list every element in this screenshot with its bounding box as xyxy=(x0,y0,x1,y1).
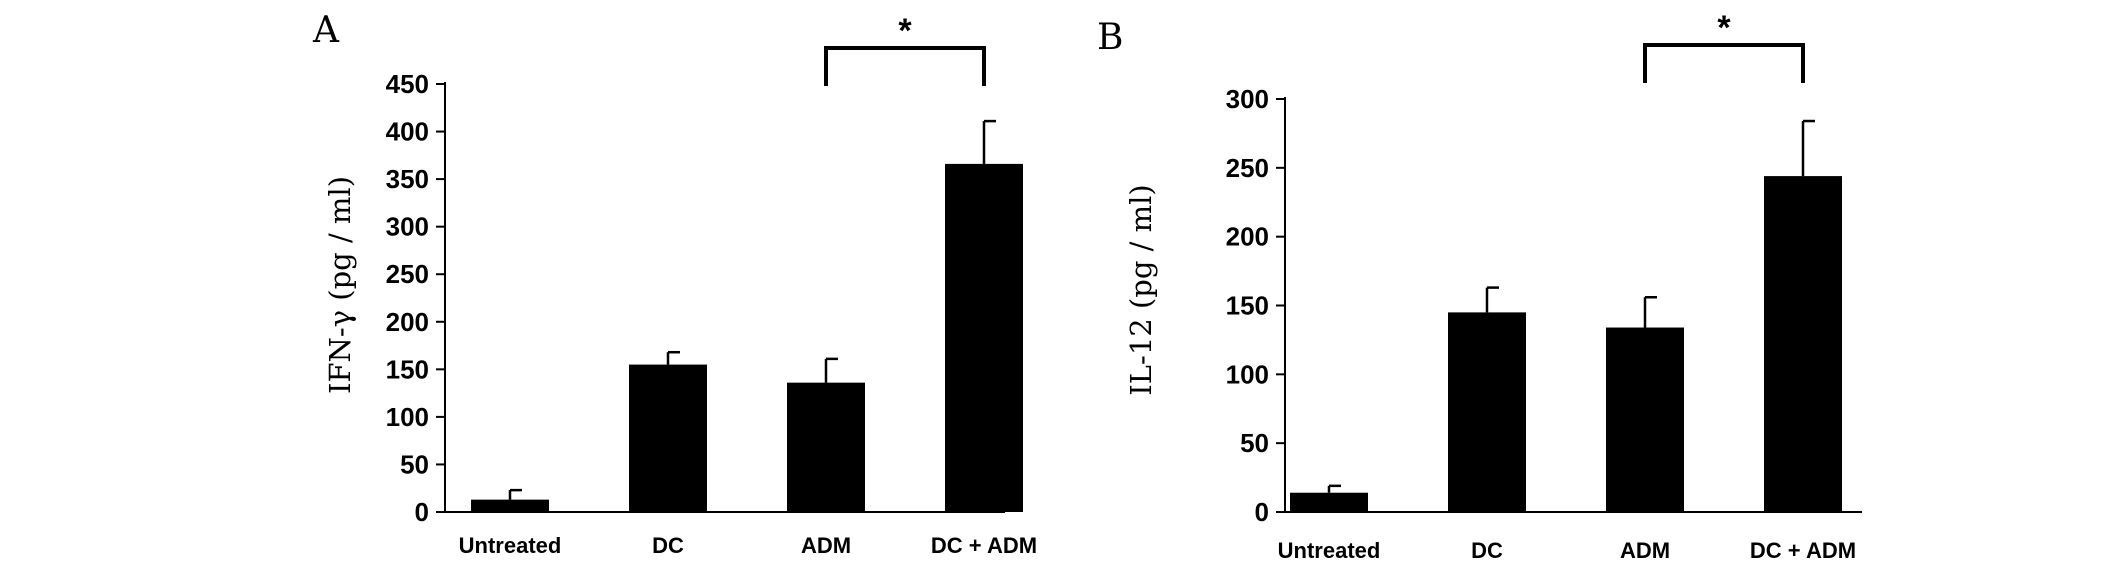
panel-a-y-axis-label: IFN-γ (pg / ml) xyxy=(323,176,357,394)
panel-b-category-label-0: Untreated xyxy=(1278,538,1381,563)
panel-a-y-tick-label: 200 xyxy=(386,307,429,337)
panel-b-category-label-2: ADM xyxy=(1620,538,1670,563)
panel-a-bars xyxy=(471,119,1023,513)
panel-b-y-tick-label: 150 xyxy=(1226,291,1269,321)
panel-a-category-labels: Untreated DC ADM DC + ADM xyxy=(459,533,1037,558)
panel-a-y-tick-label: 250 xyxy=(386,259,429,289)
panel-b-y-tick-label: 300 xyxy=(1226,84,1269,114)
panel-a-bar-3 xyxy=(945,163,1023,513)
panel-b-axes xyxy=(1284,97,1862,513)
panel-a-chart: A IFN-γ (pg / ml) 0 50 100 150 200 250 300 350 4… xyxy=(312,10,1037,558)
panel-b-y-tick-label: 100 xyxy=(1226,359,1269,389)
panel-a-y-tick-label: 300 xyxy=(386,212,429,242)
panel-b-bar-3 xyxy=(1764,176,1842,513)
panel-b-chart: B IL-12 (pg / ml) 0 50 100 150 200 250 300 Unt… xyxy=(1097,9,1862,563)
panel-a-y-tick-label: 350 xyxy=(386,164,429,194)
panel-b-category-label-1: DC xyxy=(1471,538,1503,563)
panel-b-bracket-line xyxy=(1643,43,1805,83)
panel-a-y-tick-label: 450 xyxy=(386,69,429,99)
panel-a-category-label-0: Untreated xyxy=(459,533,562,558)
panel-a-y-tick-label: 400 xyxy=(386,117,429,147)
panel-a-bar-1 xyxy=(629,364,707,512)
panel-a-significance-bracket: * xyxy=(824,12,986,86)
panel-b-letter: B xyxy=(1097,17,1123,58)
panel-b-category-label-3: DC + ADM xyxy=(1750,538,1856,563)
panel-b-bar-1 xyxy=(1448,312,1526,512)
panel-b-y-tick-label: 250 xyxy=(1226,153,1269,183)
panel-a-significance-star: * xyxy=(898,12,912,50)
panel-a-axes xyxy=(444,82,1005,513)
panel-a-category-label-2: ADM xyxy=(801,533,851,558)
panel-a-y-tick-label: 100 xyxy=(386,402,429,432)
panel-a-category-label-3: DC + ADM xyxy=(931,533,1037,558)
panel-b-y-tick-label: 50 xyxy=(1240,428,1269,458)
panel-b-y-axis-label: IL-12 (pg / ml) xyxy=(1124,184,1158,395)
panel-b-category-labels: Untreated DC ADM DC + ADM xyxy=(1278,538,1856,563)
panel-b-bar-0 xyxy=(1290,492,1368,512)
panel-a-y-tick-label: 50 xyxy=(400,449,429,479)
panel-a-y-ticks: 0 50 100 150 200 250 300 350 400 450 xyxy=(386,69,445,527)
panel-b-significance-bracket: * xyxy=(1643,9,1805,83)
panel-a-category-label-1: DC xyxy=(652,533,684,558)
panel-b-bars xyxy=(1290,119,1842,513)
panel-a-bar-2 xyxy=(787,382,865,512)
panel-b-y-tick-label: 200 xyxy=(1226,222,1269,252)
panel-a-bar-0 xyxy=(471,499,549,512)
panel-b-y-tick-label: 0 xyxy=(1255,497,1269,527)
panel-a-y-tick-label: 0 xyxy=(415,497,429,527)
panel-a-letter: A xyxy=(312,10,340,51)
panel-b-bar-2 xyxy=(1606,327,1684,512)
panel-a-bracket-line xyxy=(824,46,986,86)
panel-b-significance-star: * xyxy=(1717,9,1731,47)
panel-b-y-ticks: 0 50 100 150 200 250 300 xyxy=(1226,84,1285,527)
panel-a-y-tick-label: 150 xyxy=(386,354,429,384)
